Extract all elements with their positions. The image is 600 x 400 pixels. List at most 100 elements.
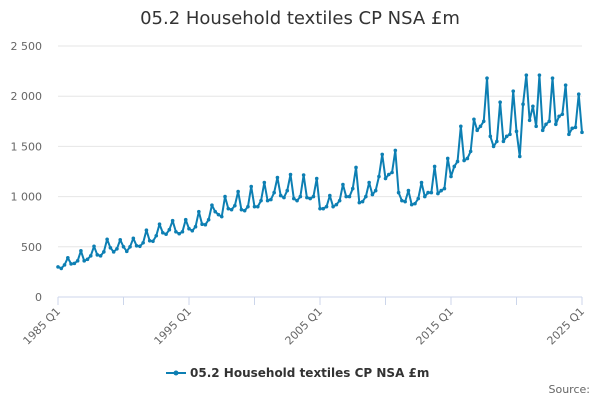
data-point[interactable] bbox=[170, 218, 175, 223]
data-point[interactable] bbox=[455, 159, 460, 164]
data-point[interactable] bbox=[157, 222, 162, 227]
data-point[interactable] bbox=[180, 229, 185, 234]
data-point[interactable] bbox=[183, 217, 188, 222]
data-point[interactable] bbox=[488, 134, 493, 139]
data-point[interactable] bbox=[491, 144, 496, 149]
data-point[interactable] bbox=[429, 190, 434, 195]
data-point[interactable] bbox=[498, 100, 502, 105]
data-point[interactable] bbox=[216, 212, 221, 217]
data-point[interactable] bbox=[79, 249, 83, 253]
data-point[interactable] bbox=[197, 209, 201, 214]
data-point[interactable] bbox=[187, 226, 191, 231]
data-point[interactable] bbox=[504, 134, 509, 139]
data-point[interactable] bbox=[570, 126, 574, 131]
data-point[interactable] bbox=[147, 238, 152, 243]
data-point[interactable] bbox=[442, 186, 447, 191]
data-point[interactable] bbox=[472, 117, 476, 122]
data-point[interactable] bbox=[66, 256, 70, 260]
data-point[interactable] bbox=[436, 191, 440, 196]
data-point[interactable] bbox=[328, 193, 332, 198]
data-point[interactable] bbox=[246, 204, 250, 209]
data-point[interactable] bbox=[468, 149, 473, 154]
data-point[interactable] bbox=[88, 254, 93, 258]
data-point[interactable] bbox=[370, 192, 375, 197]
data-point[interactable] bbox=[354, 165, 358, 170]
credit-text[interactable]: Source: bbox=[549, 383, 591, 396]
data-point[interactable] bbox=[75, 259, 80, 263]
data-point[interactable] bbox=[164, 232, 168, 237]
data-point[interactable] bbox=[350, 186, 355, 191]
data-point[interactable] bbox=[511, 89, 516, 93]
data-point[interactable] bbox=[298, 194, 303, 199]
data-point[interactable] bbox=[439, 188, 443, 193]
data-point[interactable] bbox=[459, 124, 463, 129]
data-point[interactable] bbox=[508, 132, 512, 137]
data-point[interactable] bbox=[102, 250, 106, 254]
data-point[interactable] bbox=[426, 190, 430, 195]
data-point[interactable] bbox=[465, 156, 470, 161]
data-point[interactable] bbox=[200, 222, 204, 227]
data-point[interactable] bbox=[540, 128, 545, 133]
data-point[interactable] bbox=[364, 194, 368, 199]
data-point[interactable] bbox=[331, 204, 335, 209]
data-point[interactable] bbox=[567, 132, 571, 137]
data-point[interactable] bbox=[272, 190, 276, 195]
data-point[interactable] bbox=[223, 194, 227, 199]
data-point[interactable] bbox=[419, 180, 424, 185]
data-point[interactable] bbox=[85, 257, 90, 262]
data-point[interactable] bbox=[445, 156, 450, 161]
data-point[interactable] bbox=[252, 204, 257, 209]
data-point[interactable] bbox=[203, 222, 208, 227]
data-point[interactable] bbox=[527, 118, 532, 123]
data-point[interactable] bbox=[550, 76, 555, 80]
data-point[interactable] bbox=[282, 195, 286, 200]
data-point[interactable] bbox=[174, 229, 178, 234]
data-point[interactable] bbox=[301, 173, 306, 177]
data-point[interactable] bbox=[403, 199, 407, 204]
data-point[interactable] bbox=[360, 199, 365, 204]
data-point[interactable] bbox=[334, 202, 339, 207]
data-point[interactable] bbox=[229, 207, 234, 212]
data-point[interactable] bbox=[347, 194, 352, 199]
data-point[interactable] bbox=[305, 195, 309, 200]
data-point[interactable] bbox=[554, 122, 558, 127]
data-point[interactable] bbox=[544, 122, 548, 127]
data-point[interactable] bbox=[134, 244, 139, 248]
data-point[interactable] bbox=[118, 237, 123, 242]
data-point[interactable] bbox=[239, 207, 244, 212]
data-point[interactable] bbox=[259, 198, 263, 203]
data-point[interactable] bbox=[69, 262, 73, 266]
data-point[interactable] bbox=[573, 125, 578, 130]
data-point[interactable] bbox=[452, 164, 457, 169]
data-point[interactable] bbox=[321, 206, 326, 211]
data-point[interactable] bbox=[275, 175, 280, 180]
data-point[interactable] bbox=[138, 244, 142, 249]
data-point[interactable] bbox=[357, 200, 362, 205]
data-point[interactable] bbox=[219, 214, 224, 219]
data-point[interactable] bbox=[560, 112, 565, 117]
data-point[interactable] bbox=[177, 231, 181, 236]
data-point[interactable] bbox=[56, 265, 60, 269]
data-point[interactable] bbox=[131, 236, 136, 241]
data-point[interactable] bbox=[495, 139, 499, 144]
data-point[interactable] bbox=[475, 128, 480, 133]
data-point[interactable] bbox=[121, 245, 126, 249]
data-point[interactable] bbox=[576, 92, 581, 96]
data-point[interactable] bbox=[396, 190, 401, 195]
data-point[interactable] bbox=[400, 198, 404, 203]
data-point[interactable] bbox=[383, 176, 388, 181]
data-point[interactable] bbox=[478, 124, 483, 129]
data-point[interactable] bbox=[292, 196, 296, 201]
data-point[interactable] bbox=[524, 73, 529, 77]
data-point[interactable] bbox=[128, 245, 132, 249]
data-point[interactable] bbox=[193, 224, 198, 229]
data-point[interactable] bbox=[547, 119, 552, 124]
data-point[interactable] bbox=[377, 174, 381, 179]
data-point[interactable] bbox=[105, 237, 109, 242]
data-point[interactable] bbox=[62, 263, 67, 267]
data-point[interactable] bbox=[161, 230, 165, 235]
data-point[interactable] bbox=[341, 182, 345, 187]
data-point[interactable] bbox=[262, 180, 267, 185]
data-point[interactable] bbox=[514, 129, 519, 134]
data-point[interactable] bbox=[380, 152, 385, 157]
